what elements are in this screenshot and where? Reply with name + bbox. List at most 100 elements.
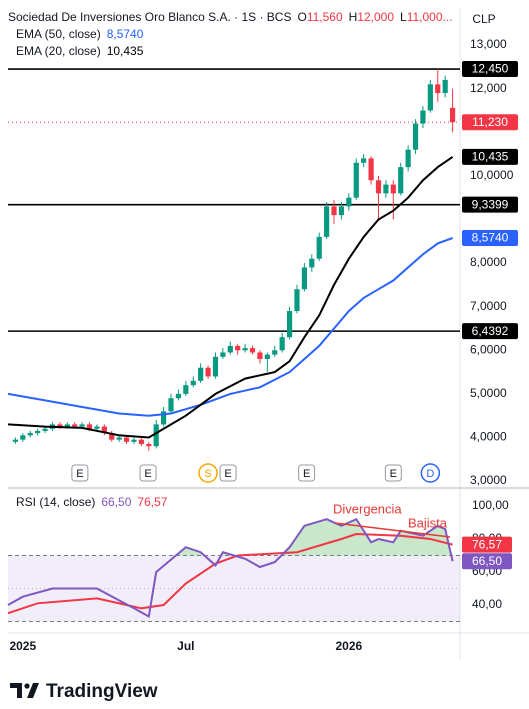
candle-body — [383, 184, 389, 194]
event-marker — [71, 464, 89, 482]
candle-body — [146, 444, 152, 447]
candle-body — [249, 348, 256, 353]
y-tick-label: 6,0000 — [470, 342, 507, 356]
ohlc-key: L — [400, 10, 407, 24]
rsi-label-box — [462, 553, 512, 570]
price-pane — [8, 68, 460, 451]
candle-body — [435, 84, 441, 94]
legend-value: 8,5740 — [107, 27, 144, 41]
candle-body — [35, 430, 41, 434]
y-tick-label: 100,00 — [472, 498, 509, 512]
candle-body — [205, 367, 211, 377]
candle-body — [242, 348, 248, 351]
candle-body — [190, 380, 196, 386]
legend-name: EMA (20, close) — [16, 44, 101, 58]
price-label: 6,4392 — [472, 324, 509, 338]
legend-name: RSI (14, close) — [16, 495, 95, 509]
price-label: 12,450 — [472, 62, 509, 76]
logo-mark — [24, 683, 30, 689]
y-tick-label: 5,0000 — [470, 386, 507, 400]
candle-body — [449, 107, 456, 123]
candle-body — [368, 158, 374, 181]
x-tick-label: Jul — [177, 639, 194, 653]
y-tick-label: 12,000 — [470, 81, 507, 95]
y-tick-label: 8,0000 — [470, 255, 507, 269]
candle-body — [131, 439, 137, 442]
candle-body — [390, 184, 396, 194]
candle-body — [86, 424, 93, 429]
event-marker — [298, 464, 316, 482]
series-line — [8, 156, 454, 439]
candle-body — [57, 424, 63, 427]
candle-body — [138, 439, 144, 445]
candle-body — [153, 424, 159, 447]
price-label-box — [462, 323, 518, 340]
logo-mark — [10, 683, 22, 698]
currency: CLP — [472, 12, 495, 26]
overbought-fill — [8, 519, 453, 556]
candle-body — [427, 84, 433, 111]
candle-body — [279, 337, 285, 351]
price-label-box — [462, 230, 518, 247]
rsi-legend: RSI (14, close) 66,50 76,57 — [16, 495, 168, 509]
candle-body — [42, 428, 48, 431]
candle-body — [346, 197, 352, 207]
event-label: E — [224, 468, 231, 480]
candle-body — [94, 426, 100, 429]
rsi-pane — [7, 517, 460, 622]
divergence-line — [334, 522, 451, 538]
legend-name: EMA (50, close) — [16, 27, 101, 41]
series-line — [7, 532, 453, 615]
rsi-label: 76,57 — [472, 537, 502, 551]
y-tick-label: 10,0000 — [470, 168, 514, 182]
title: Sociedad De Inversiones Oro Blanco S.A. … — [8, 10, 291, 24]
price-label-box — [462, 196, 518, 213]
candle-body — [116, 437, 122, 440]
candle-body — [109, 433, 115, 440]
candle-body — [294, 289, 300, 312]
candle-body — [272, 350, 278, 355]
annotation: Bajista — [408, 515, 448, 530]
candle-body — [375, 180, 382, 194]
price-label: 9,3399 — [472, 197, 509, 211]
event-marker — [384, 464, 402, 482]
event-label: E — [144, 468, 151, 480]
candle-body — [198, 367, 204, 381]
candle-body — [405, 149, 411, 168]
candle-body — [20, 435, 26, 440]
candle-body — [79, 424, 85, 427]
y-tick-label: 13,000 — [470, 37, 507, 51]
candle-body — [286, 311, 293, 338]
event-label: E — [76, 468, 83, 480]
candle-body — [331, 206, 337, 216]
event-marker — [139, 464, 157, 482]
legend-entry: EMA (20, close) 10,435 — [16, 44, 144, 58]
y-tick-label: 7,0000 — [470, 299, 507, 313]
price-label: 8,5740 — [472, 231, 509, 245]
candle-body — [264, 354, 270, 359]
candle-body — [168, 398, 174, 412]
x-tick-label: 2025 — [9, 639, 36, 653]
candle-body — [175, 393, 182, 399]
candle-body — [161, 411, 167, 425]
candle-body — [257, 352, 263, 359]
price-label: 10,435 — [472, 150, 509, 164]
annotation: Divergencia — [333, 501, 402, 516]
x-tick-label: 2026 — [336, 639, 363, 653]
axes: CLP 13,000 12,000 10,0000 8,0000 7,0000 6,0000… — [9, 12, 518, 653]
brand: TradingView — [46, 681, 158, 702]
event-label: D — [426, 468, 434, 480]
candle-body — [183, 385, 189, 394]
price-label-box — [462, 61, 518, 78]
chart-title: Sociedad De Inversiones Oro Blanco S.A. … — [8, 10, 453, 24]
price-label-box — [462, 148, 518, 165]
series-line — [7, 517, 454, 619]
ohlc-value: 11,560 — [307, 10, 343, 24]
price-label: 11,230 — [472, 115, 508, 129]
logo-mark — [27, 683, 39, 698]
candle-body — [353, 162, 359, 198]
candle-body — [442, 79, 448, 94]
candle-body — [316, 236, 322, 259]
candle-body — [309, 258, 315, 268]
candle-body — [220, 352, 226, 357]
